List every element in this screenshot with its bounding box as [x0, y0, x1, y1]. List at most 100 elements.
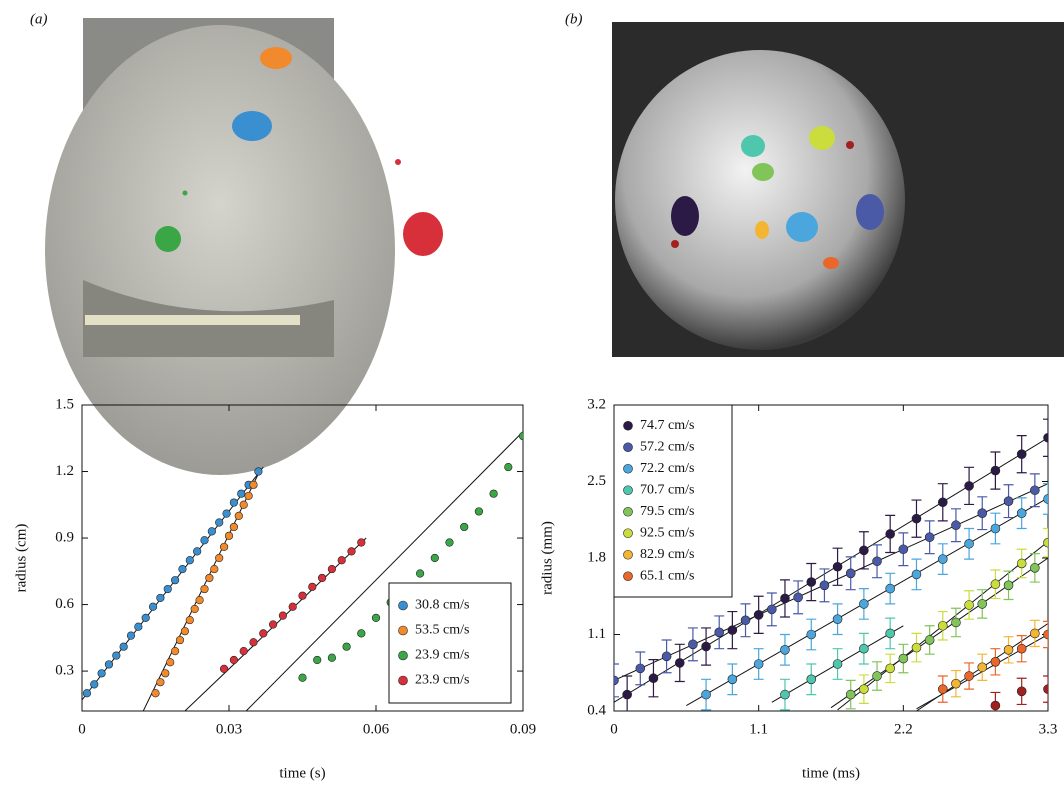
data-point [1043, 684, 1048, 694]
data-point [210, 564, 219, 574]
data-point [163, 584, 172, 594]
data-point [885, 583, 895, 594]
data-point [249, 638, 258, 647]
y-tick-label: 2.5 [587, 473, 606, 489]
data-point [430, 553, 439, 563]
data-point [714, 627, 725, 638]
data-point [224, 531, 234, 540]
data-point [872, 556, 882, 567]
data-point [1030, 485, 1040, 496]
data-point [126, 631, 136, 640]
data-point [727, 625, 738, 635]
photo-a [45, 18, 443, 475]
data-point [806, 577, 817, 587]
error-bar [1043, 418, 1048, 457]
data-point [1043, 432, 1048, 443]
y-tick-label: 1.1 [587, 626, 606, 642]
legend-marker [623, 420, 633, 431]
x-tick-label: 0.06 [363, 721, 390, 737]
error-bar [1043, 675, 1048, 703]
panel-label: (b) [565, 11, 583, 27]
plot-frame [81, 404, 524, 712]
data-point [171, 576, 180, 585]
data-point [220, 542, 229, 552]
x-axis-title: time (s) [279, 765, 325, 781]
data-point [237, 489, 246, 498]
data-point [1003, 644, 1014, 655]
data-point [239, 500, 248, 509]
legend: 74.7 cm/s 57.2 cm/s 72.2 cm/s 70.7 cm/s 79.5… [613, 404, 733, 598]
data-point [416, 569, 425, 578]
data-point [964, 600, 974, 610]
data-point [990, 657, 1001, 667]
data-point [964, 671, 974, 681]
data-point [1043, 537, 1048, 548]
data-point [190, 604, 199, 614]
x-tick-label: 0.09 [510, 721, 536, 737]
data-point [832, 561, 843, 572]
data-point [207, 527, 216, 536]
data-point [990, 523, 1001, 534]
data-point [288, 602, 297, 611]
data-point [990, 700, 1001, 711]
legend-box [613, 404, 733, 598]
y-tick-label: 1.5 [55, 396, 74, 412]
y-axis-title: radius (mm) [539, 521, 555, 595]
data-point [1043, 629, 1048, 640]
photo-b [612, 22, 1064, 357]
data-point [701, 689, 711, 700]
data-point [911, 513, 922, 524]
fit-line [245, 431, 523, 711]
fit-line [142, 473, 259, 711]
data-point [1030, 628, 1040, 639]
data-point [832, 614, 843, 625]
data-point [112, 651, 121, 660]
data-point [859, 545, 869, 556]
data-point [911, 569, 922, 580]
data-point [259, 629, 268, 638]
data-point [518, 431, 523, 441]
data-point [885, 628, 895, 639]
data-point [90, 680, 99, 689]
y-tick-label: 0.6 [55, 596, 74, 612]
fit-line [614, 483, 1048, 681]
data-point [767, 604, 777, 615]
data-point [215, 553, 224, 563]
data-point [82, 689, 91, 698]
data-point [859, 599, 869, 609]
x-tick-label: 3.3 [1039, 721, 1058, 737]
data-point [148, 602, 158, 611]
legend-label: 65.1 cm/s [640, 568, 694, 583]
data-point [504, 462, 513, 472]
data-point [898, 544, 909, 555]
y-tick-label: 3.2 [587, 396, 606, 412]
data-point [254, 467, 263, 476]
data-point [1043, 494, 1048, 504]
data-point [220, 664, 229, 673]
data-point [119, 642, 128, 651]
panel-label: (a) [30, 11, 48, 27]
data-point [898, 653, 909, 664]
x-axis-title: time (ms) [802, 765, 860, 781]
data-point [951, 617, 961, 628]
data-point [215, 518, 224, 527]
data-point [688, 639, 698, 650]
data-point [951, 520, 961, 531]
legend-label: 53.5 cm/s [415, 623, 469, 638]
data-point [885, 529, 895, 539]
y-tick-label: 0.3 [55, 663, 74, 679]
data-point [178, 564, 187, 574]
legend-label: 82.9 cm/s [640, 547, 694, 562]
data-point [134, 622, 143, 631]
data-point [1016, 508, 1027, 518]
data-point [166, 658, 175, 667]
legend-label: 57.2 cm/s [640, 439, 694, 454]
data-point [195, 596, 204, 605]
data-point [845, 568, 856, 579]
data-point [308, 582, 317, 591]
data-point [327, 564, 337, 574]
data-point [819, 580, 830, 591]
data-point [180, 627, 189, 636]
data-point [1003, 580, 1014, 591]
plot-area [614, 418, 1048, 711]
